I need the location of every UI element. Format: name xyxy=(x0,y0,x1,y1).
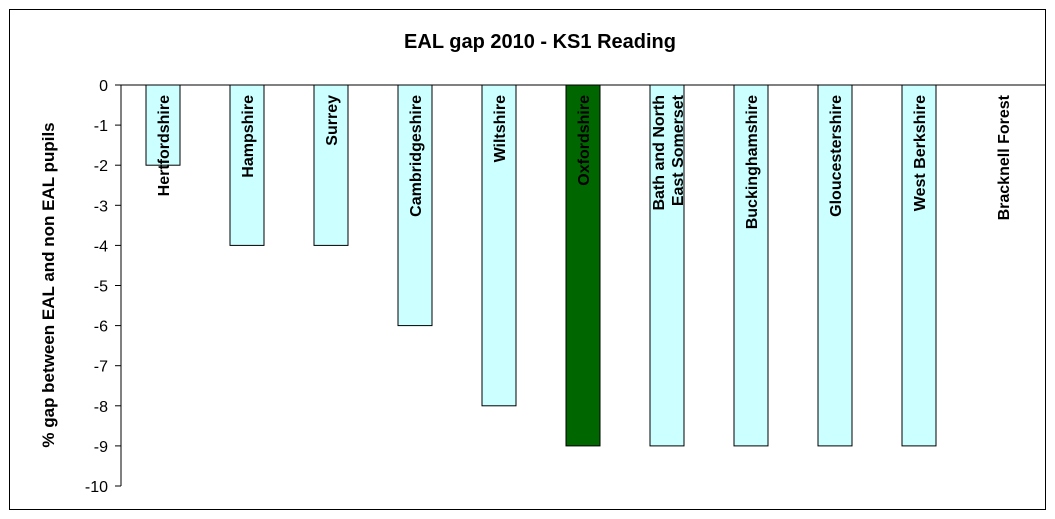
bar xyxy=(733,84,769,447)
bar xyxy=(397,84,433,327)
x-tick-label: Bracknell Forest xyxy=(996,94,1013,220)
bar xyxy=(817,84,853,447)
y-tick-label: -2 xyxy=(94,158,108,175)
x-tick-label: Surrey xyxy=(324,95,341,146)
y-tick-label: -9 xyxy=(94,439,108,456)
y-tick-label: -6 xyxy=(94,319,108,336)
bar xyxy=(229,84,265,246)
x-tick-label: Cambridgeshire xyxy=(408,95,425,217)
x-tick-label: West Berkshire xyxy=(912,95,929,211)
x-tick-label: Buckinghamshire xyxy=(744,95,761,229)
y-axis-label: % gap between EAL and non EAL pupils xyxy=(39,122,58,447)
x-tick-label: Wiltshire xyxy=(492,95,509,163)
bar xyxy=(313,84,349,246)
y-tick-label: -5 xyxy=(94,279,108,296)
x-tick-label: Bath and North East Somerset xyxy=(651,94,687,210)
y-tick-label: -1 xyxy=(94,118,108,135)
bar xyxy=(901,84,937,447)
y-tick-label: -7 xyxy=(94,359,108,376)
bar xyxy=(649,84,685,447)
y-tick-label: -3 xyxy=(94,198,108,215)
x-tick-label: Oxfordshire xyxy=(576,95,593,186)
y-tick-label: -8 xyxy=(94,399,108,416)
x-tick-label: Gloucestershire xyxy=(828,95,845,217)
y-tick-label: -4 xyxy=(94,238,108,255)
x-tick-label: Hertfordshire xyxy=(156,95,173,196)
bar xyxy=(145,84,181,166)
x-tick-label: Hampshire xyxy=(240,95,257,178)
y-tick-label: -10 xyxy=(85,479,108,496)
y-tick-label: 0 xyxy=(99,78,108,95)
chart-title: EAL gap 2010 - KS1 Reading xyxy=(404,31,676,53)
chart-border xyxy=(9,9,1046,510)
